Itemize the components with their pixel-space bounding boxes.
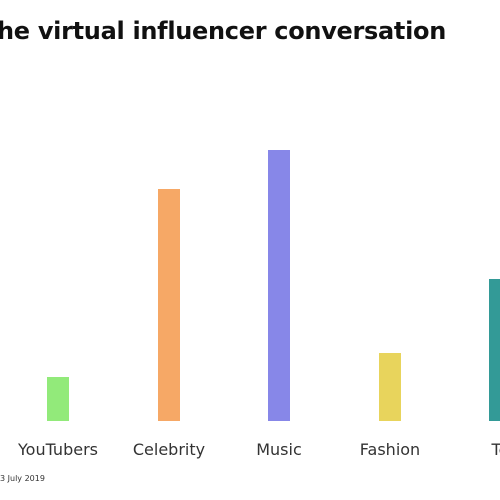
x-tick-label-youtubers: YouTubers [17,440,98,459]
source-note: 3 July 2019 [0,474,45,483]
bar-celebrity [158,189,180,421]
chart-title: he virtual influencer conversation [0,17,446,45]
bar-youtubers [47,377,69,421]
bar-te [489,279,500,421]
bar-music [268,150,290,421]
bar-fashion [379,353,401,421]
x-tick-label-celebrity: Celebrity [133,440,205,459]
x-tick-label-music: Music [256,440,302,459]
x-tick-label-te: Te [491,440,500,459]
x-tick-label-fashion: Fashion [360,440,420,459]
